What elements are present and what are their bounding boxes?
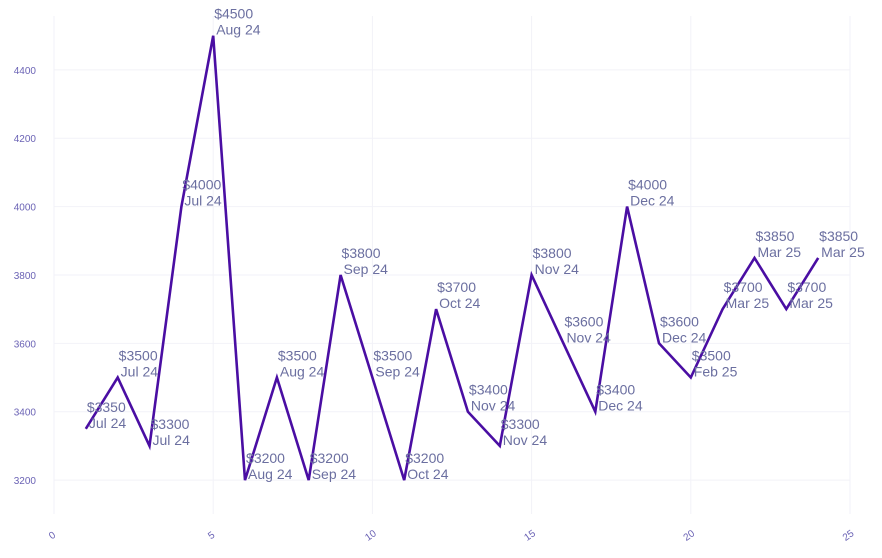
data-label-price: $3600 <box>660 313 699 329</box>
grid <box>53 16 851 514</box>
data-label-month: Jul 24 <box>121 364 159 380</box>
data-label-month: Oct 24 <box>407 466 448 482</box>
data-label-month: Dec 24 <box>630 193 675 209</box>
data-label-price: $3500 <box>692 348 731 364</box>
data-label-month: Sep 24 <box>344 261 389 277</box>
series-line-group <box>84 35 820 481</box>
data-label-month: Jul 24 <box>89 415 127 431</box>
y-tick-label: 4200 <box>14 134 37 145</box>
data-label-price: $4500 <box>214 6 253 22</box>
x-tick-label: 20 <box>682 528 698 544</box>
data-label-month: Aug 24 <box>248 466 293 482</box>
data-label-price: $3500 <box>278 348 317 364</box>
data-label-month: Sep 24 <box>312 466 357 482</box>
data-label-month: Dec 24 <box>598 398 643 414</box>
y-tick-label: 3400 <box>14 408 37 419</box>
data-label-month: Aug 24 <box>280 364 325 380</box>
y-tick-label: 4400 <box>14 66 37 77</box>
data-label-price: $3350 <box>87 399 126 415</box>
data-label-price: $3700 <box>787 279 826 295</box>
x-tick-label: 15 <box>522 528 538 544</box>
data-label-price: $4000 <box>182 177 221 193</box>
x-tick-label: 5 <box>206 530 217 542</box>
data-label-month: Mar 25 <box>821 244 865 260</box>
series-line <box>84 35 820 481</box>
data-label-price: $4000 <box>628 177 667 193</box>
data-label-month: Sep 24 <box>375 364 420 380</box>
data-label-price: $3850 <box>819 228 858 244</box>
y-tick-label: 3800 <box>14 271 37 282</box>
data-label-month: Dec 24 <box>662 329 707 345</box>
data-label-month: Jul 24 <box>153 432 191 448</box>
data-label-month: Nov 24 <box>535 261 580 277</box>
y-tick-label: 3200 <box>14 476 37 487</box>
data-label-price: $3500 <box>119 348 158 364</box>
data-label-month: Nov 24 <box>566 329 611 345</box>
data-label-month: Jul 24 <box>184 193 222 209</box>
data-label-month: Mar 25 <box>757 244 801 260</box>
data-label-price: $3200 <box>246 450 285 466</box>
data-label-price: $3200 <box>310 450 349 466</box>
data-label-price: $3700 <box>437 279 476 295</box>
y-tick-label: 3600 <box>14 339 37 350</box>
x-tick-label: 0 <box>47 530 58 542</box>
y-tick-label: 4000 <box>14 203 37 214</box>
data-label-price: $3200 <box>405 450 444 466</box>
data-label-month: Mar 25 <box>789 295 833 311</box>
data-label-price: $3300 <box>151 416 190 432</box>
data-label-price: $3400 <box>469 382 508 398</box>
data-label-month: Aug 24 <box>216 22 261 38</box>
data-label-price: $3800 <box>342 245 381 261</box>
data-label-month: Nov 24 <box>471 398 516 414</box>
data-label-month: Mar 25 <box>726 295 770 311</box>
data-label-price: $3500 <box>373 348 412 364</box>
data-label-month: Nov 24 <box>503 432 548 448</box>
data-label-price: $3600 <box>564 313 603 329</box>
data-label-price: $3700 <box>724 279 763 295</box>
data-label-price: $3800 <box>533 245 572 261</box>
data-label-price: $3400 <box>596 382 635 398</box>
data-label-month: Oct 24 <box>439 295 480 311</box>
x-tick-label: 25 <box>841 528 857 544</box>
data-label-price: $3850 <box>755 228 794 244</box>
data-label-month: Feb 25 <box>694 364 738 380</box>
data-label-price: $3300 <box>501 416 540 432</box>
x-tick-label: 10 <box>363 528 379 544</box>
